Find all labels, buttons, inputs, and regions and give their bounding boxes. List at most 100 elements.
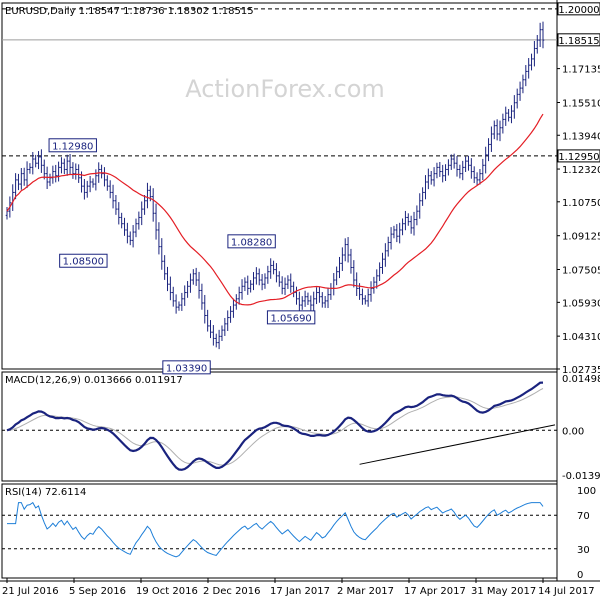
candle (524, 65, 528, 87)
rsi-line (7, 501, 544, 558)
candle (246, 275, 250, 295)
candle (263, 273, 267, 289)
candle (366, 288, 370, 307)
candle (85, 180, 89, 198)
x-tick-label: 17 Jan 2017 (270, 586, 330, 597)
macd-header: MACD(12,26,9) 0.013666 0.011917 (5, 375, 183, 386)
candle (212, 325, 215, 346)
candle (363, 295, 367, 305)
candle (427, 168, 430, 190)
candle (492, 120, 496, 140)
watermark-text: ActionForex.com (185, 75, 385, 103)
candle (40, 149, 43, 173)
macd-signal-line (6, 388, 544, 466)
candle (447, 159, 450, 176)
candle (77, 164, 80, 183)
candle (223, 317, 227, 336)
candle (538, 22, 542, 48)
candle (200, 283, 204, 310)
candle (298, 291, 301, 313)
candle (381, 252, 384, 274)
macd-tick-label: 0.00 (562, 426, 584, 437)
candle (464, 156, 467, 173)
annotation-1.03390: 1.03390 (162, 360, 211, 375)
candle (123, 217, 126, 236)
candle (137, 211, 141, 230)
candle (94, 169, 98, 191)
candle (306, 292, 310, 306)
y-tick-label: 1.20000 (558, 5, 599, 16)
candle (146, 182, 149, 209)
candle (432, 167, 436, 187)
candle (501, 113, 505, 134)
candle (226, 310, 230, 331)
candle (392, 225, 396, 239)
rsi-tick-label: 0 (577, 570, 583, 581)
candle (186, 281, 189, 298)
x-tick-label: 2 Mar 2017 (337, 586, 394, 597)
candle (171, 286, 175, 307)
candle (444, 164, 447, 181)
candle (320, 292, 324, 308)
candle (25, 161, 29, 189)
candle (240, 279, 244, 300)
candle (467, 155, 470, 171)
y-tick-boxed-1.20000: 1.20000 (557, 2, 600, 16)
candle (372, 276, 376, 294)
candle (386, 236, 390, 257)
y-tick-label: 1.12950 (558, 152, 599, 163)
candle (343, 238, 347, 262)
candle (504, 106, 508, 126)
candle (28, 163, 32, 174)
candle (260, 274, 264, 291)
annotation-1.08500: 1.08500 (59, 253, 108, 268)
y-tick-label: 1.13940 (562, 131, 600, 142)
candle (37, 151, 40, 170)
macd-tick-label: 0.014981 (562, 374, 600, 385)
x-tick-label: 5 Sep 2016 (69, 586, 126, 597)
candle (269, 258, 273, 279)
candle (243, 277, 247, 292)
rsi-tick-label: 100 (577, 486, 596, 497)
candle (461, 160, 465, 181)
annotation-1.12980: 1.12980 (48, 138, 97, 153)
y-tick-label: 1.15510 (562, 99, 600, 110)
candle (449, 154, 453, 170)
candle (275, 263, 278, 283)
candle (481, 158, 485, 181)
y-tick-box (557, 149, 600, 163)
candle (375, 269, 379, 289)
candle (174, 294, 178, 314)
y-tick-boxed-1.18515: 1.18515 (557, 33, 600, 47)
candle (126, 222, 129, 244)
y-tick-box (557, 2, 600, 16)
candle (183, 285, 187, 306)
candle (255, 267, 258, 285)
candles-group (5, 21, 545, 350)
candle (395, 224, 399, 243)
candle (361, 288, 364, 305)
candle (315, 287, 318, 305)
moving-average-line (6, 113, 544, 306)
candle (541, 21, 545, 49)
candle (160, 238, 164, 270)
candle (88, 175, 92, 193)
candle (527, 58, 530, 79)
candle (194, 267, 198, 286)
candle (83, 179, 86, 200)
candle (197, 271, 201, 299)
candle (424, 175, 427, 200)
candle (332, 273, 336, 296)
candle (65, 154, 69, 176)
candle (57, 161, 60, 182)
candle (100, 164, 103, 179)
annotation-label: 1.03390 (166, 363, 207, 374)
y-tick-label: 1.07505 (562, 265, 600, 276)
y-tick-label: 1.12320 (562, 165, 600, 176)
candle (369, 281, 373, 302)
candle (54, 164, 58, 183)
y-tick-label: 1.05930 (562, 298, 600, 309)
candle (404, 210, 407, 231)
macd-trendline (359, 424, 556, 465)
